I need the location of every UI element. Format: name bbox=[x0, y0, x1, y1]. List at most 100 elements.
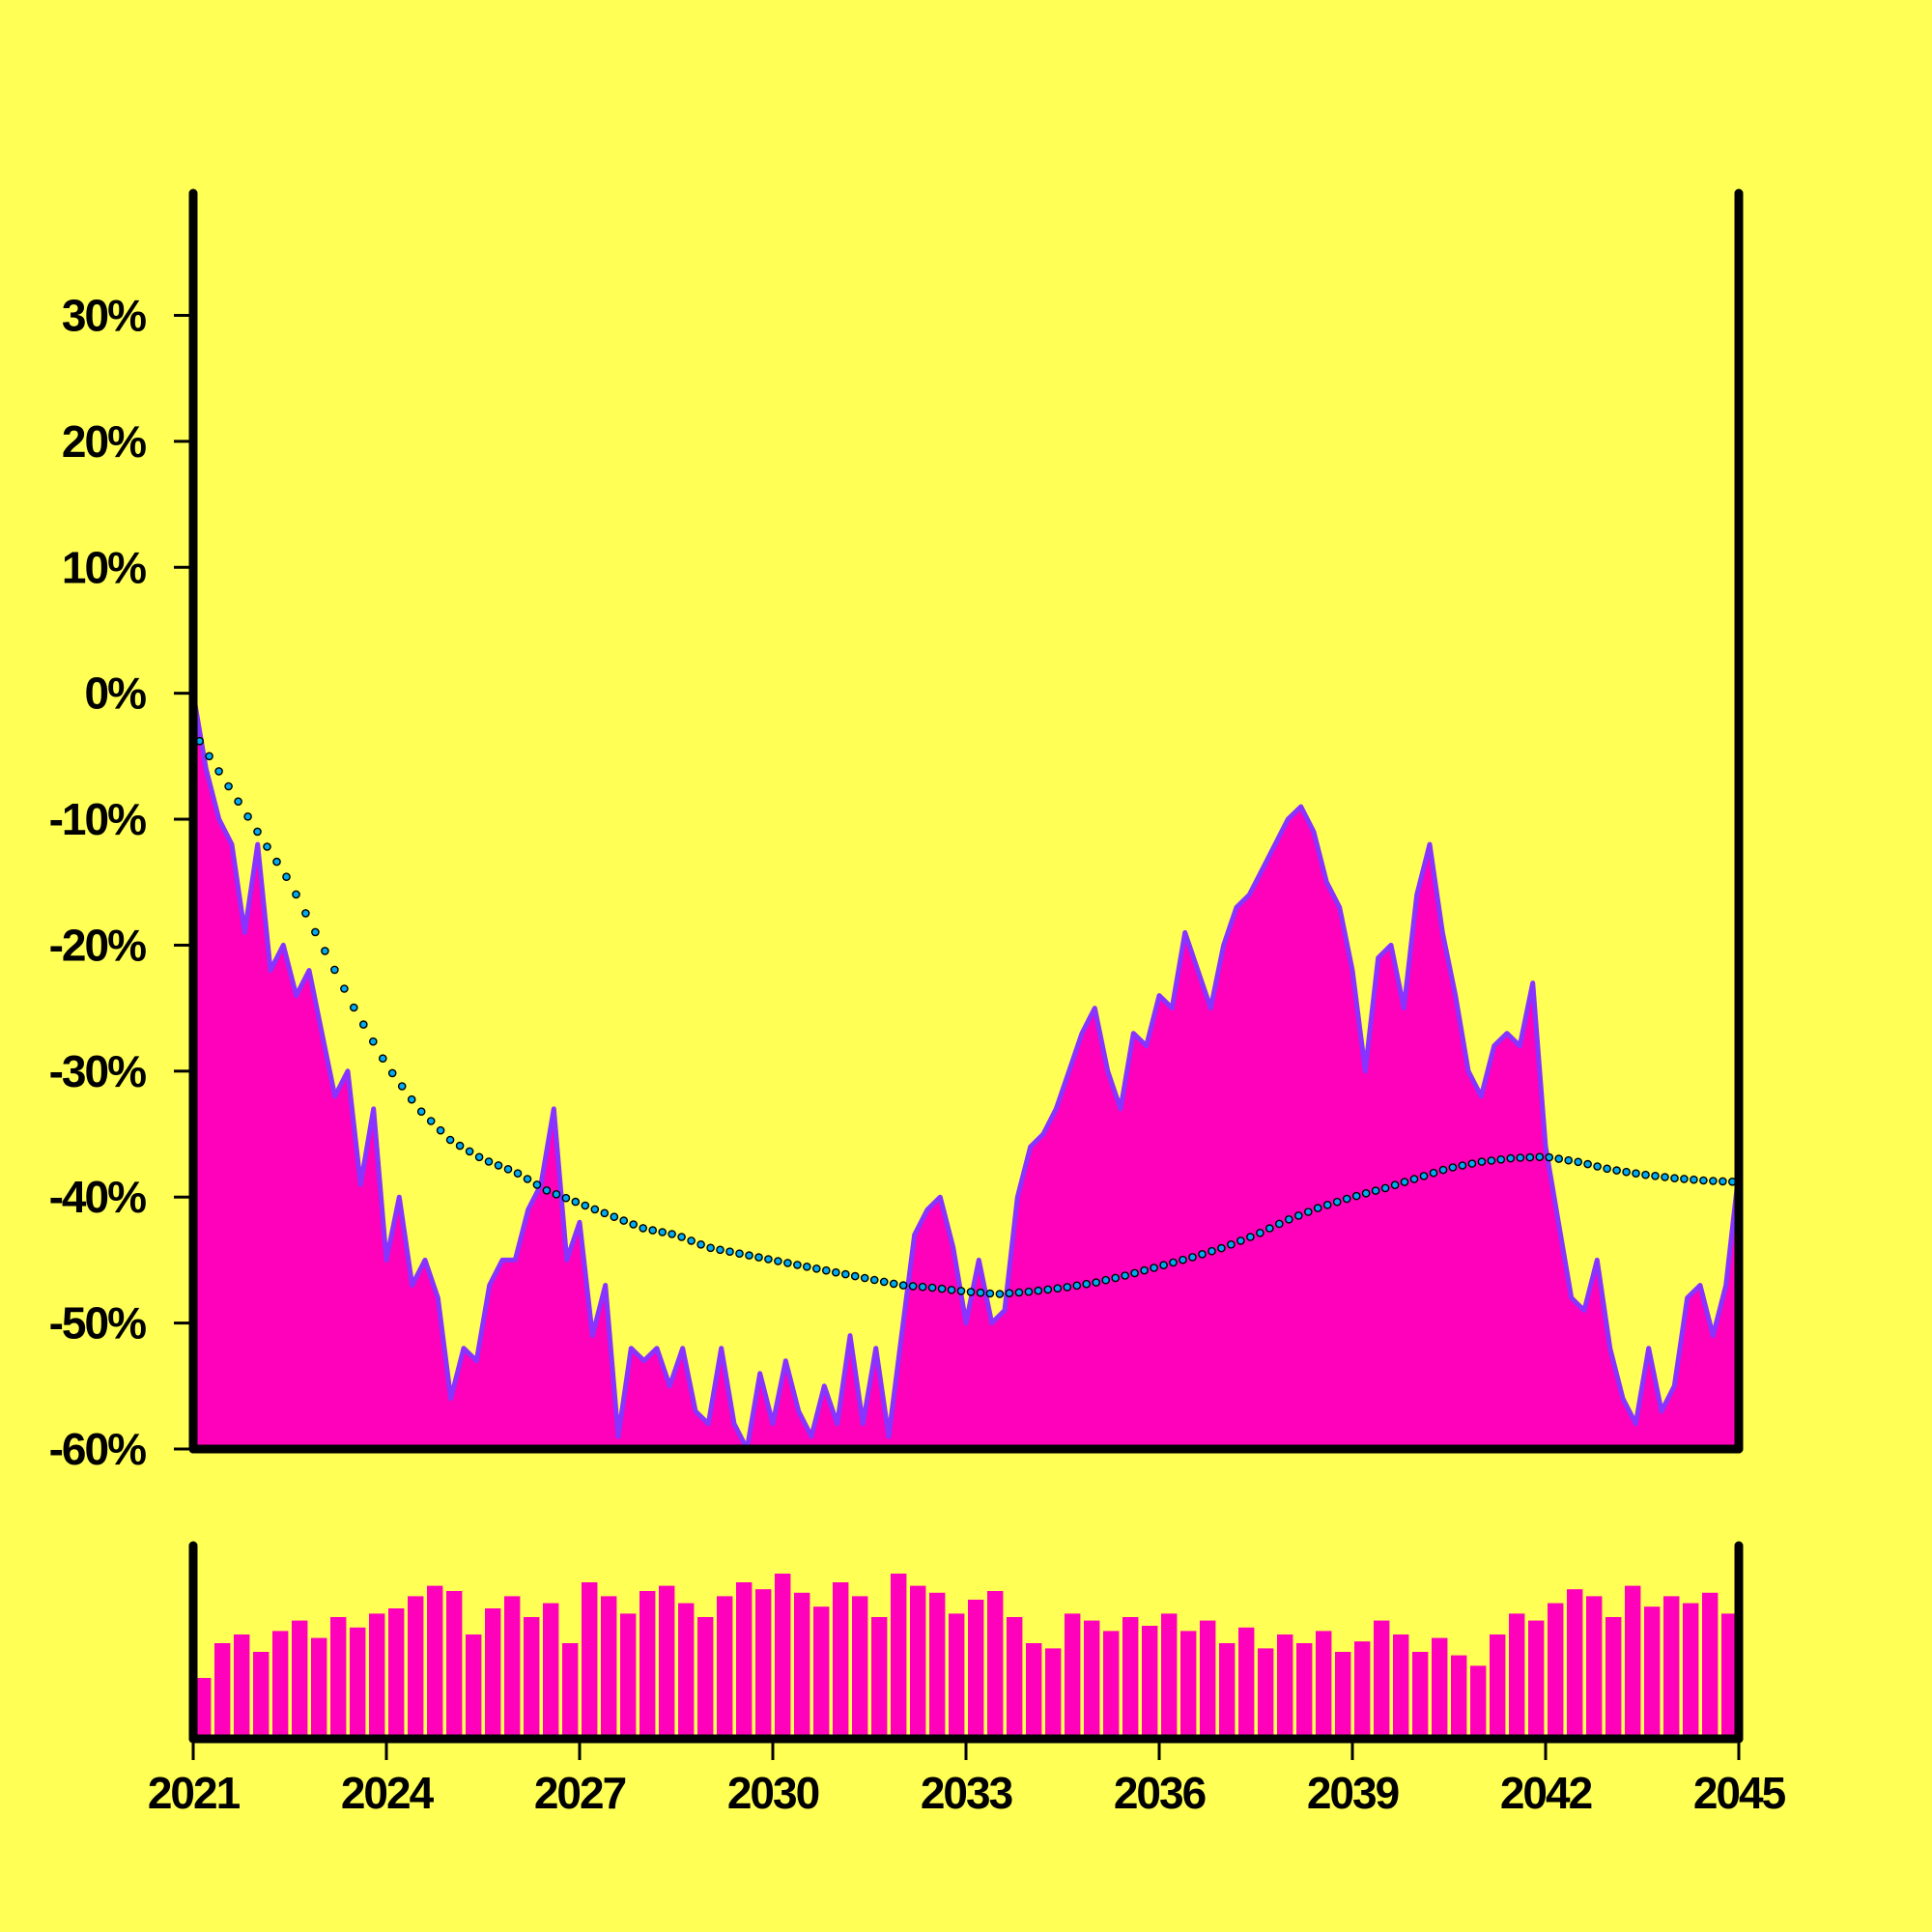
trend-dot bbox=[1361, 1189, 1371, 1198]
bar bbox=[1490, 1634, 1506, 1739]
bar bbox=[1142, 1626, 1158, 1739]
trend-dot bbox=[1285, 1215, 1293, 1224]
trend-dot bbox=[1661, 1173, 1669, 1181]
drawdown-area-fill bbox=[193, 693, 1739, 1449]
trend-dot bbox=[619, 1216, 629, 1225]
bar bbox=[1432, 1637, 1448, 1739]
bar bbox=[1528, 1620, 1545, 1739]
trend-dot bbox=[1612, 1166, 1621, 1175]
trend-dot bbox=[1111, 1273, 1120, 1283]
bar bbox=[485, 1608, 501, 1739]
trend-dot bbox=[571, 1197, 581, 1207]
x-tick-label: 2039 bbox=[1307, 1768, 1399, 1818]
trend-dot bbox=[465, 1147, 474, 1156]
trend-dot bbox=[879, 1277, 889, 1287]
trend-dot bbox=[561, 1193, 571, 1203]
trend-dot bbox=[995, 1290, 1005, 1298]
bar bbox=[620, 1613, 637, 1739]
trend-dot bbox=[1506, 1153, 1516, 1163]
trend-dot bbox=[1092, 1278, 1100, 1287]
bar bbox=[1335, 1652, 1351, 1739]
trend-dot bbox=[358, 1020, 368, 1029]
bar bbox=[1412, 1652, 1429, 1739]
trend-dot bbox=[1227, 1240, 1236, 1249]
bar bbox=[910, 1585, 926, 1739]
trend-dot bbox=[639, 1224, 648, 1233]
bar bbox=[311, 1637, 327, 1739]
bar bbox=[949, 1613, 965, 1739]
trend-dot bbox=[1034, 1286, 1043, 1295]
trend-dot bbox=[263, 842, 271, 851]
bar bbox=[330, 1617, 347, 1739]
trend-dot bbox=[445, 1135, 455, 1145]
trend-dot bbox=[253, 827, 262, 837]
trend-dot bbox=[1304, 1208, 1313, 1216]
bar bbox=[543, 1603, 559, 1739]
trend-dot bbox=[1409, 1175, 1419, 1183]
bar bbox=[1161, 1613, 1178, 1739]
trend-dot bbox=[243, 812, 252, 821]
trend-dot bbox=[387, 1068, 397, 1078]
trend-dot bbox=[1053, 1284, 1063, 1293]
trend-dot bbox=[368, 1037, 378, 1046]
trend-dot bbox=[542, 1186, 552, 1195]
trend-dot bbox=[1467, 1159, 1477, 1168]
bar bbox=[775, 1574, 791, 1739]
trend-dot bbox=[1351, 1191, 1361, 1201]
bar bbox=[1354, 1641, 1371, 1739]
bar bbox=[1374, 1620, 1390, 1739]
trend-dot bbox=[292, 890, 300, 899]
trend-dot bbox=[1188, 1253, 1197, 1262]
bar bbox=[253, 1652, 270, 1739]
trend-dot bbox=[1429, 1168, 1438, 1178]
bar bbox=[1238, 1627, 1255, 1739]
trend-dot bbox=[1593, 1162, 1602, 1171]
trend-dot bbox=[224, 781, 233, 791]
trend-dot bbox=[822, 1265, 831, 1275]
trend-dot bbox=[484, 1157, 494, 1166]
trend-dot bbox=[1043, 1285, 1053, 1294]
trend-dot bbox=[908, 1282, 918, 1291]
trend-dot bbox=[1477, 1157, 1487, 1166]
trend-dot bbox=[1545, 1152, 1553, 1162]
y-tick-label: -10% bbox=[49, 794, 146, 844]
bar bbox=[234, 1634, 250, 1739]
bar bbox=[833, 1582, 849, 1739]
x-tick-label: 2045 bbox=[1693, 1768, 1786, 1818]
trend-dot bbox=[494, 1161, 503, 1170]
trend-dot bbox=[1380, 1183, 1390, 1193]
trend-dot bbox=[1179, 1255, 1187, 1264]
trend-dot bbox=[716, 1245, 724, 1255]
trend-dot bbox=[1246, 1233, 1255, 1241]
bar bbox=[1663, 1596, 1680, 1739]
drawdown-line bbox=[190, 693, 1742, 1452]
bar bbox=[369, 1613, 385, 1739]
x-tick-label: 2027 bbox=[534, 1768, 626, 1818]
trend-dot bbox=[610, 1212, 619, 1221]
trend-dot bbox=[1641, 1170, 1650, 1179]
bar bbox=[813, 1606, 830, 1739]
trend-dot bbox=[764, 1255, 773, 1264]
trend-dot bbox=[1487, 1156, 1496, 1165]
bar bbox=[446, 1591, 463, 1739]
trend-dot bbox=[1256, 1229, 1264, 1237]
trend-dot bbox=[552, 1190, 561, 1199]
bar bbox=[659, 1585, 675, 1739]
trend-dot bbox=[860, 1273, 869, 1283]
trend-dot bbox=[407, 1094, 416, 1104]
bar bbox=[408, 1596, 424, 1739]
bar bbox=[601, 1596, 617, 1739]
trend-dot bbox=[658, 1228, 668, 1236]
bar bbox=[697, 1617, 714, 1739]
bar bbox=[1258, 1648, 1274, 1739]
bar bbox=[1644, 1606, 1661, 1739]
bar bbox=[1605, 1617, 1622, 1739]
bar bbox=[794, 1592, 810, 1739]
bar bbox=[1296, 1643, 1313, 1739]
trend-dot bbox=[918, 1282, 927, 1292]
trend-dot bbox=[1294, 1211, 1303, 1220]
bar bbox=[1180, 1631, 1197, 1739]
trend-dot bbox=[1130, 1268, 1139, 1278]
trend-dot bbox=[214, 767, 223, 776]
trend-dot bbox=[1458, 1161, 1467, 1170]
